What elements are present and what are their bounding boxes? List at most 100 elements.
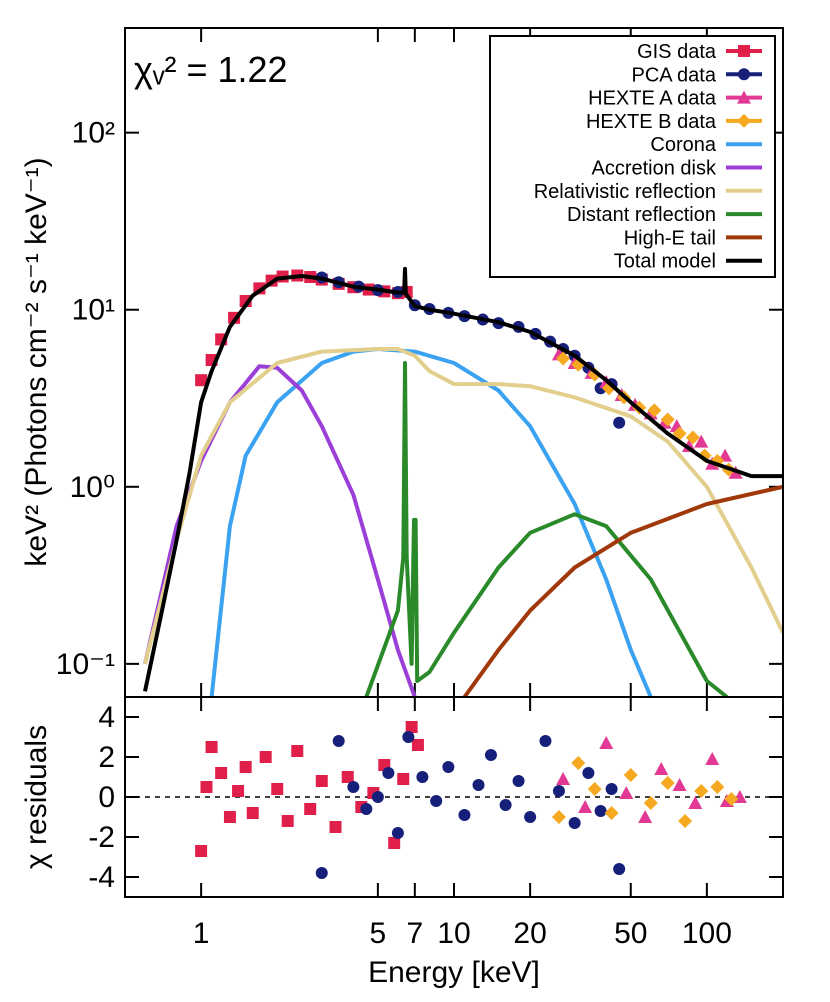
x-tick-label: 20 — [513, 917, 546, 950]
data-point — [430, 795, 443, 807]
chi-annotation: χᵥ² = 1.22 — [134, 49, 288, 90]
legend-label: HEXTE A data — [588, 88, 717, 110]
data-point — [246, 807, 259, 819]
data-point — [205, 741, 218, 753]
data-point — [512, 775, 525, 787]
legend-marker — [737, 90, 751, 104]
data-point — [402, 731, 415, 743]
data-point — [587, 782, 602, 796]
data-point — [347, 781, 360, 793]
x-tick-label: 50 — [614, 917, 647, 950]
y-axis-title: χ residuals — [20, 725, 53, 869]
data-point — [678, 814, 693, 828]
x-tick-label: 100 — [682, 917, 732, 950]
legend-marker — [737, 113, 751, 128]
data-point — [232, 785, 245, 797]
data-point — [705, 752, 720, 765]
y-tick-label: 0 — [98, 781, 115, 814]
data-point — [304, 803, 317, 815]
data-point — [388, 837, 401, 849]
data-point — [613, 863, 626, 875]
data-point — [239, 761, 252, 773]
data-point — [694, 784, 709, 798]
data-point — [685, 430, 700, 445]
data-point — [360, 803, 373, 815]
legend-label: Accretion disk — [592, 158, 717, 180]
data-point — [259, 751, 272, 763]
data-point — [710, 780, 725, 794]
data-point — [599, 736, 614, 749]
y-tick-label: 10¹ — [72, 294, 115, 327]
data-point — [315, 775, 328, 787]
data-point — [619, 786, 634, 799]
y-tick-label: 4 — [98, 701, 115, 734]
data-point — [195, 845, 208, 857]
data-point — [594, 805, 607, 817]
data-point — [643, 796, 658, 810]
data-point — [578, 800, 593, 813]
legend-label: Distant reflection — [567, 204, 716, 226]
data-point — [442, 761, 455, 773]
data-point — [724, 792, 739, 806]
legend-label: PCA data — [631, 64, 716, 86]
model-line — [462, 484, 783, 697]
y-tick-label: 10² — [72, 117, 115, 150]
model-line — [143, 347, 783, 665]
data-point — [315, 867, 328, 879]
data-point — [329, 821, 342, 833]
x-tick-label: 7 — [406, 917, 423, 950]
model-line — [364, 361, 729, 697]
plot-area — [143, 266, 783, 697]
data-point — [556, 772, 571, 785]
data-point — [195, 374, 208, 387]
data-point — [539, 735, 552, 747]
data-point — [571, 756, 586, 770]
data-point — [416, 771, 429, 783]
y-tick-label: 2 — [98, 741, 115, 774]
data-point — [397, 773, 410, 785]
plot-area — [195, 721, 747, 879]
data-point — [647, 403, 662, 418]
data-point — [672, 778, 687, 791]
data-point — [382, 767, 395, 779]
data-point — [694, 434, 709, 448]
data-point — [623, 768, 638, 782]
data-point — [604, 806, 619, 820]
y-tick-label: 10⁰ — [70, 471, 115, 504]
legend-label: Relativistic reflection — [534, 181, 716, 203]
data-point — [371, 791, 384, 803]
data-point — [688, 796, 703, 809]
y-tick-label: 10⁻¹ — [56, 648, 115, 681]
model-line — [143, 364, 417, 697]
data-point — [472, 779, 485, 791]
data-point — [215, 767, 228, 779]
data-point — [638, 810, 653, 823]
data-point — [411, 739, 424, 751]
data-point — [499, 799, 512, 811]
data-point — [223, 811, 236, 823]
x-axis-title: Energy [keV] — [368, 956, 540, 989]
data-point — [551, 810, 566, 824]
data-point — [458, 809, 471, 821]
x-tick-label: 1 — [193, 917, 210, 950]
y-tick-label: -2 — [88, 821, 115, 854]
legend-label: High-E tail — [624, 227, 716, 249]
y-axis-title: keV² (Photons cm⁻² s⁻¹ keV⁻¹) — [20, 157, 53, 566]
data-point — [281, 815, 294, 827]
data-point — [556, 351, 571, 366]
data-point — [605, 783, 618, 795]
data-point — [582, 767, 595, 779]
legend-marker — [738, 45, 750, 57]
data-point — [654, 762, 669, 775]
data-point — [291, 745, 304, 757]
data-point — [405, 721, 418, 733]
legend-label: Total model — [614, 251, 716, 273]
data-point — [271, 783, 284, 795]
x-tick-label: 10 — [437, 917, 470, 950]
data-point — [524, 811, 537, 823]
data-point — [552, 785, 565, 797]
x-tick-label: 5 — [370, 917, 387, 950]
y-tick-label: -4 — [88, 861, 115, 894]
model-line — [143, 266, 783, 692]
